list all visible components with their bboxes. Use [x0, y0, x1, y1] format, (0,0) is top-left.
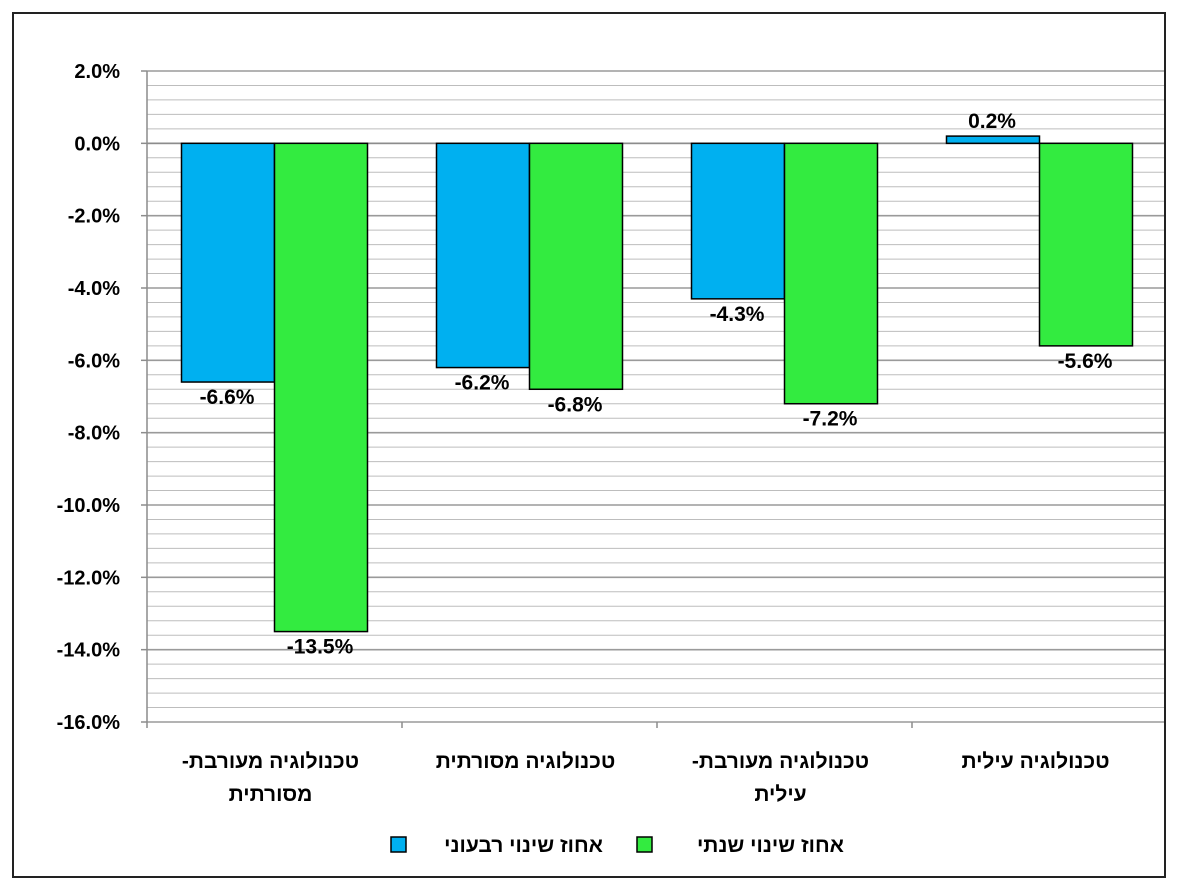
- y-tick-label: -14.0%: [57, 640, 121, 662]
- y-tick-label: -2.0%: [68, 206, 120, 228]
- y-tick-label: -12.0%: [57, 567, 121, 589]
- legend-label: אחוז שינוי רבעוני: [444, 834, 603, 857]
- y-tick-label: 0.0%: [74, 133, 120, 155]
- bar: [783, 142, 879, 405]
- data-label: -4.3%: [710, 303, 765, 326]
- bar: [690, 142, 786, 300]
- bar: [945, 135, 1041, 145]
- data-label: -6.6%: [200, 386, 255, 409]
- y-tick-label: -6.0%: [68, 350, 120, 372]
- y-tick-label: -10.0%: [57, 495, 121, 517]
- category-label: מסורתית: [229, 783, 313, 806]
- bar: [435, 142, 531, 369]
- bar: [180, 142, 276, 383]
- category-label: טכנולוגיה עילית: [961, 750, 1109, 773]
- category-labels: טכנולוגיה מעורבת- מסורתית טכנולוגיה מסורתי…: [182, 750, 1110, 806]
- data-label: -13.5%: [287, 636, 354, 659]
- category-label: טכנולוגיה מעורבת-: [692, 750, 869, 773]
- y-tick-label: -8.0%: [68, 423, 120, 445]
- y-tick-label: -4.0%: [68, 278, 120, 300]
- data-label: -7.2%: [803, 408, 858, 431]
- data-labels: -6.6% -6.2% -4.3% 0.2% -13.5% -6.8% -7.2% -5.6%: [200, 110, 1113, 658]
- bar-chart: 2.0% 0.0% -2.0% -4.0% -6.0% -8.0% -10.0% -12.0%…: [57, 61, 1164, 857]
- data-label: -6.2%: [455, 372, 510, 395]
- legend-label: אחוז שינוי שנתי: [697, 834, 844, 857]
- bar: [528, 142, 624, 391]
- data-label: 0.2%: [968, 110, 1016, 133]
- category-label: עילית: [754, 783, 806, 806]
- bars: [180, 135, 1134, 633]
- bar: [273, 142, 369, 633]
- legend-swatch: [636, 836, 653, 853]
- data-label: -6.8%: [548, 393, 603, 416]
- y-tick-label: -16.0%: [57, 712, 121, 734]
- category-label: טכנולוגיה מסורתית: [436, 750, 616, 773]
- y-tick-label: 2.0%: [74, 61, 120, 83]
- data-label: -5.6%: [1058, 350, 1113, 373]
- category-label: טכנולוגיה מעורבת-: [182, 750, 359, 773]
- legend-swatch: [390, 836, 407, 853]
- chart-frame: 2.0% 0.0% -2.0% -4.0% -6.0% -8.0% -10.0% -12.0%…: [12, 12, 1166, 878]
- legend: אחוז שינוי רבעוני אחוז שינוי שנתי: [390, 834, 844, 857]
- bar: [1038, 142, 1134, 347]
